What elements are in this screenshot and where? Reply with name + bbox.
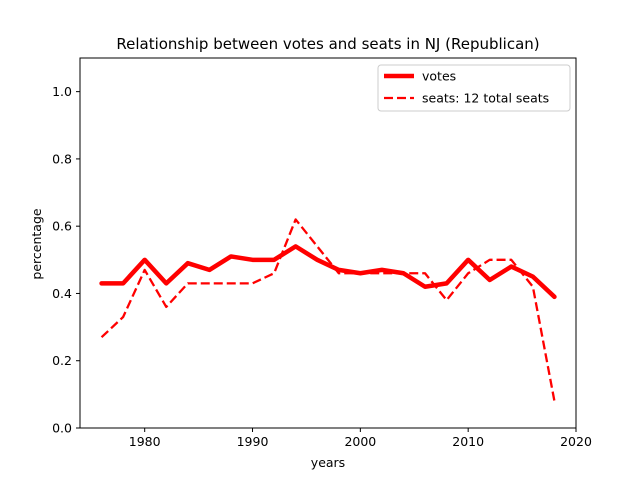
chart-title: Relationship between votes and seats in …: [116, 35, 539, 53]
y-tick-label: 1.0: [52, 84, 72, 99]
legend-label-votes: votes: [422, 69, 456, 84]
x-tick-label: 2010: [452, 434, 484, 449]
y-tick-label: 0.8: [52, 151, 72, 166]
x-tick-label: 1990: [237, 434, 269, 449]
y-axis-label: percentage: [29, 208, 44, 279]
series-line-votes: [99, 244, 557, 300]
x-tick-label: 2020: [560, 434, 592, 449]
plot-area: 1980 1990 2000 2010 2020 0.0 0.2 0.4 0.6 0.8 1.0: [52, 57, 592, 449]
legend-box: [377, 64, 571, 112]
legend-label-seats: seats: 12 total seats: [422, 91, 549, 106]
y-tick-label: 0.2: [52, 353, 72, 368]
x-tick-label: 2000: [344, 434, 376, 449]
series-line-seats: [100, 218, 556, 402]
y-tick-label: 0.0: [52, 421, 72, 436]
y-tick-label: 0.6: [52, 219, 72, 234]
x-axis-label: years: [311, 455, 345, 470]
y-tick-label: 0.4: [52, 286, 72, 301]
x-tick-label: 1980: [129, 434, 161, 449]
legend: votes seats: 12 total seats: [377, 64, 571, 112]
axes-frame: [79, 57, 577, 429]
